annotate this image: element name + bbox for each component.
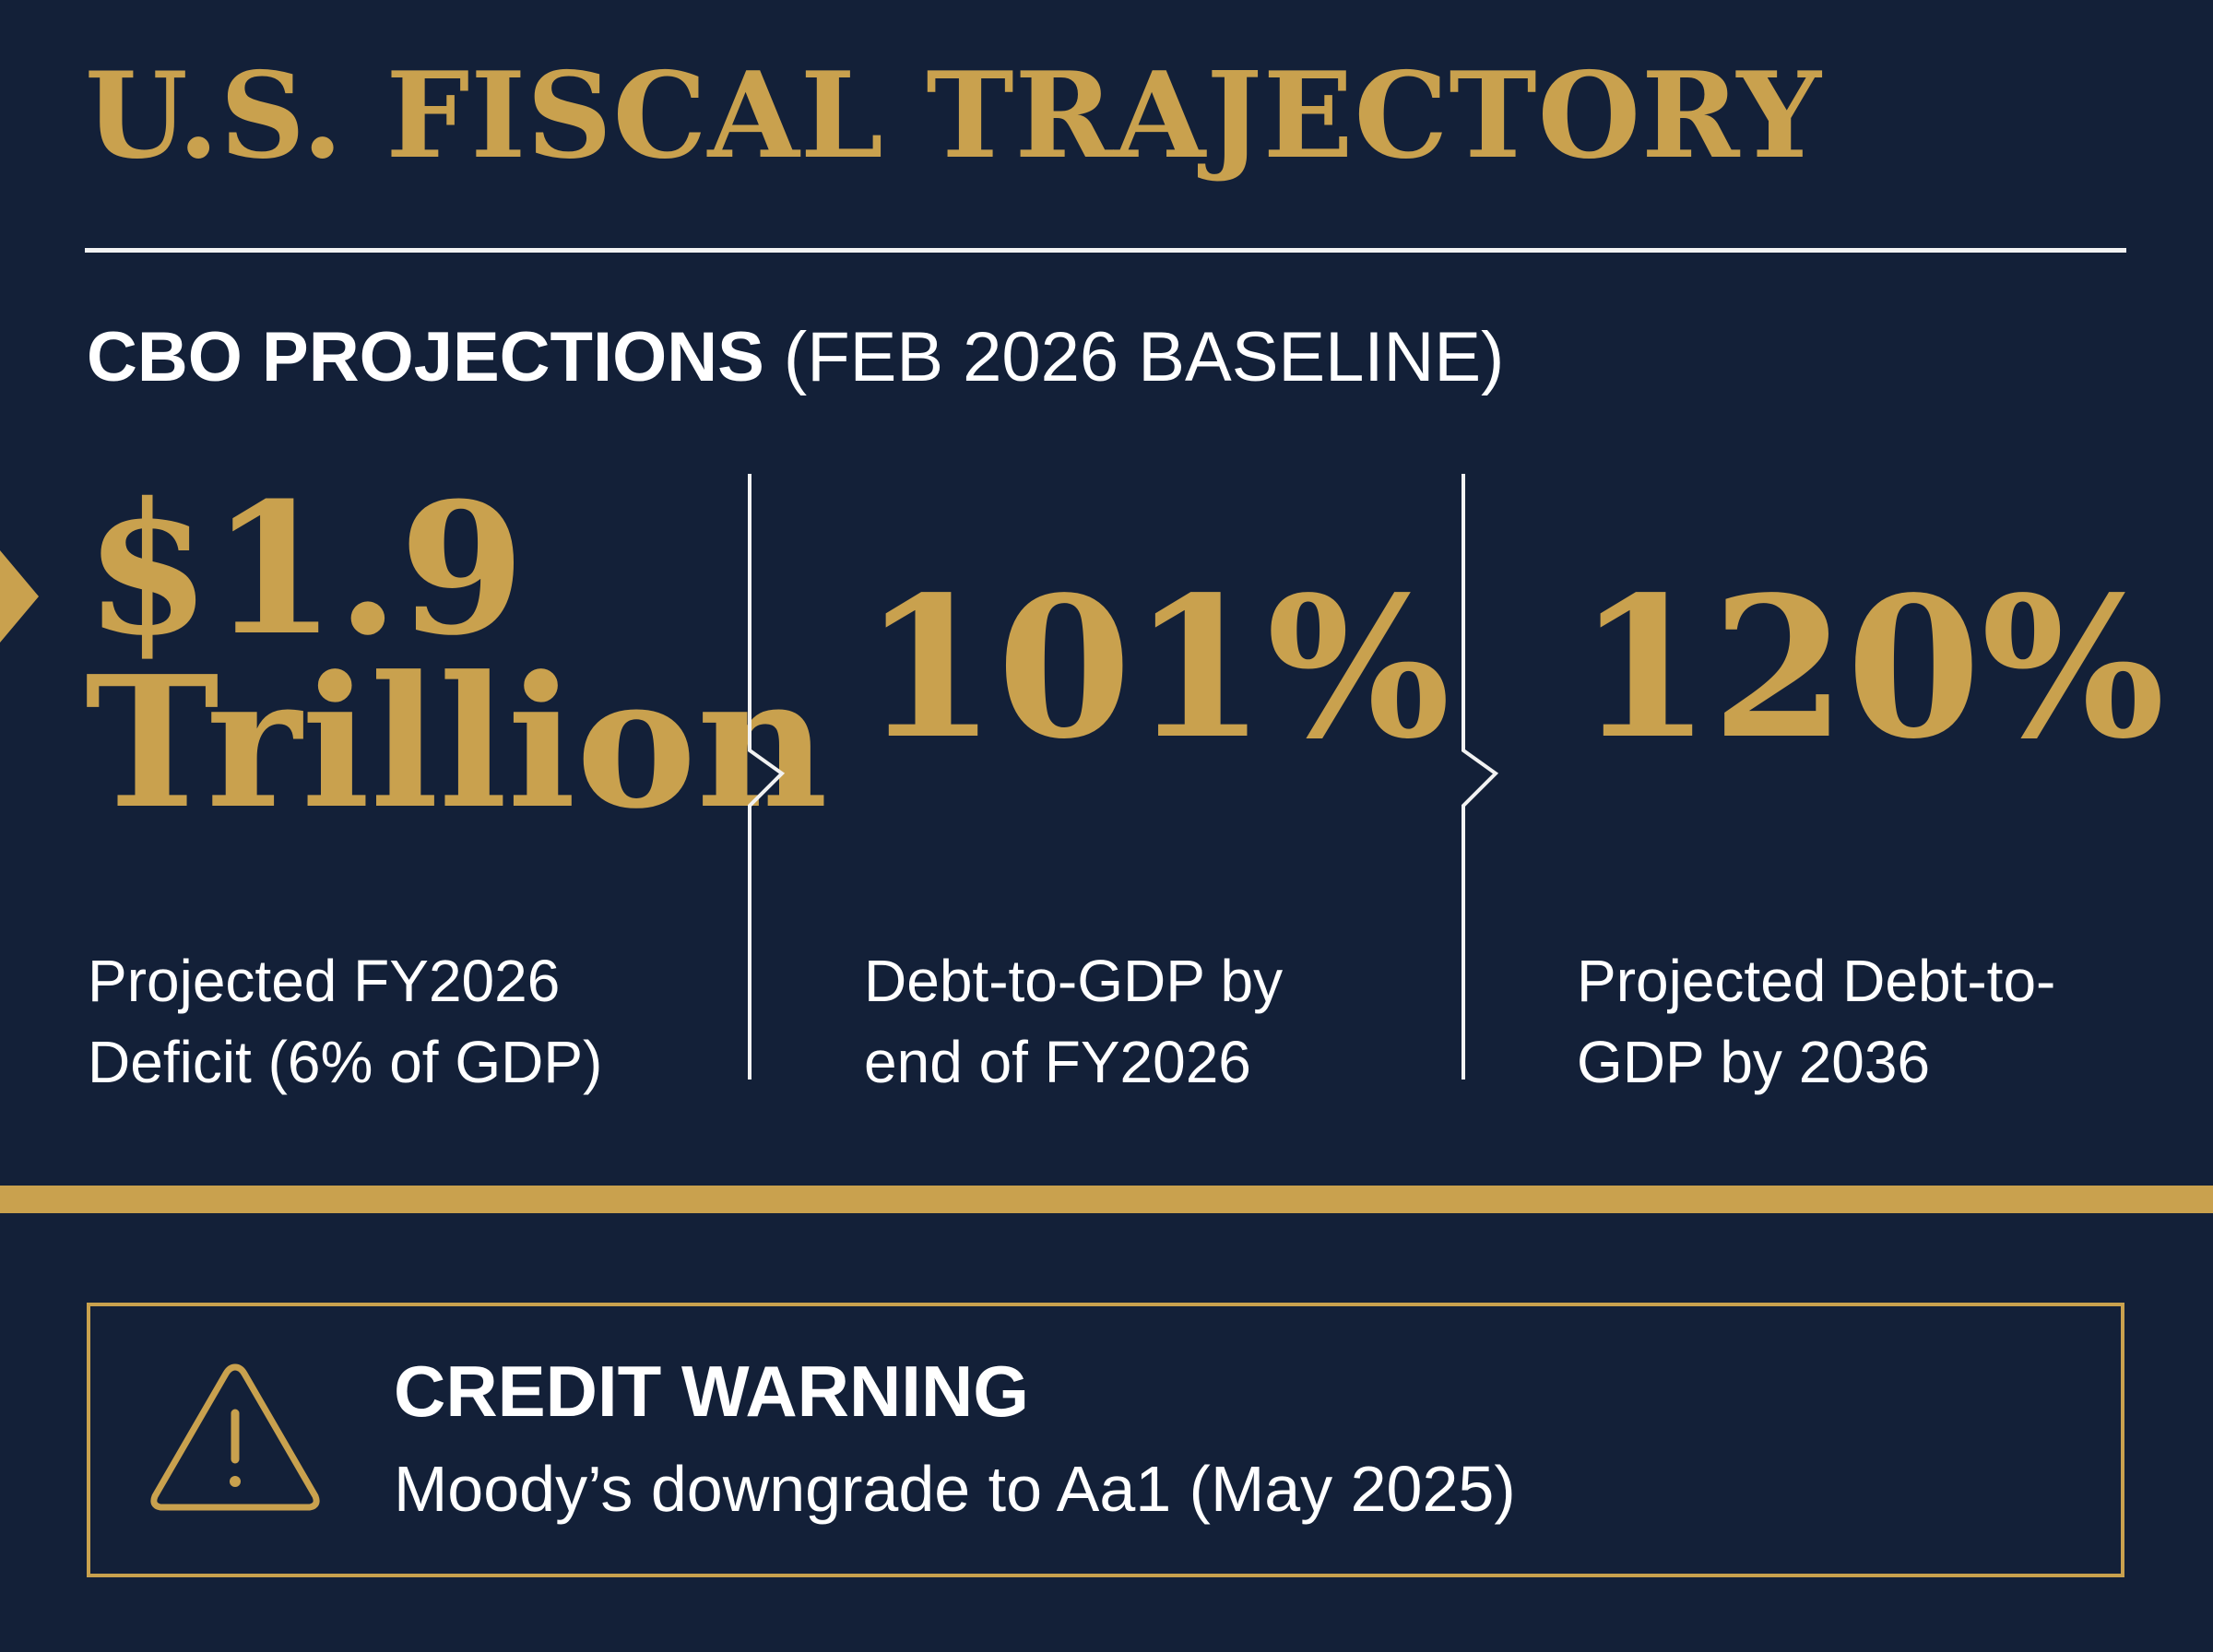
page-title: U.S. FISCAL TRAJECTORY [85,47,1822,185]
stat-deficit-caption: Projected FY2026 Deficit (6% of GDP) [88,940,733,1103]
stat-debt-gdp-2036-value: 120% [1577,554,2165,782]
section-subtitle: CBO PROJECTIONS (FEB 2026 BASELINE) [87,323,1504,393]
subtitle-bold: CBO PROJECTIONS [87,318,764,396]
caption-line: end of FY2026 [864,1029,1251,1095]
stat-divider-1 [743,474,789,1080]
stat-deficit-unit: Trillion [85,637,828,849]
stat-debt-gdp-2036-caption: Projected Debt-to- GDP by 2036 [1577,940,2213,1103]
gold-separator-band [0,1186,2213,1213]
caption-line: Debt-to-GDP by [864,948,1284,1014]
credit-warning-box [87,1303,2124,1577]
stat-deficit-amount: $1.9 [85,464,526,676]
caption-line: Projected Debt-to- [1577,948,2056,1014]
credit-warning-text: Moody’s downgrade to Aa1 (May 2025) [394,1453,1516,1525]
stat-debt-gdp-2026-value: 101% [862,554,1450,782]
stat-divider-2 [1457,474,1503,1080]
title-divider [85,248,2126,253]
stat-debt-gdp-2026-caption: Debt-to-GDP by end of FY2026 [864,940,1509,1103]
caption-line: Deficit (6% of GDP) [88,1029,603,1095]
warning-triangle-icon [148,1360,323,1516]
caption-line: GDP by 2036 [1577,1029,1931,1095]
stat-deficit-value: $1.9 Trillion [85,479,828,849]
caption-line: Projected FY2026 [88,948,561,1014]
pointer-arrow-icon [0,550,39,643]
credit-warning-title: CREDIT WARNING [394,1351,1029,1432]
subtitle-rest: (FEB 2026 BASELINE) [783,318,1505,396]
